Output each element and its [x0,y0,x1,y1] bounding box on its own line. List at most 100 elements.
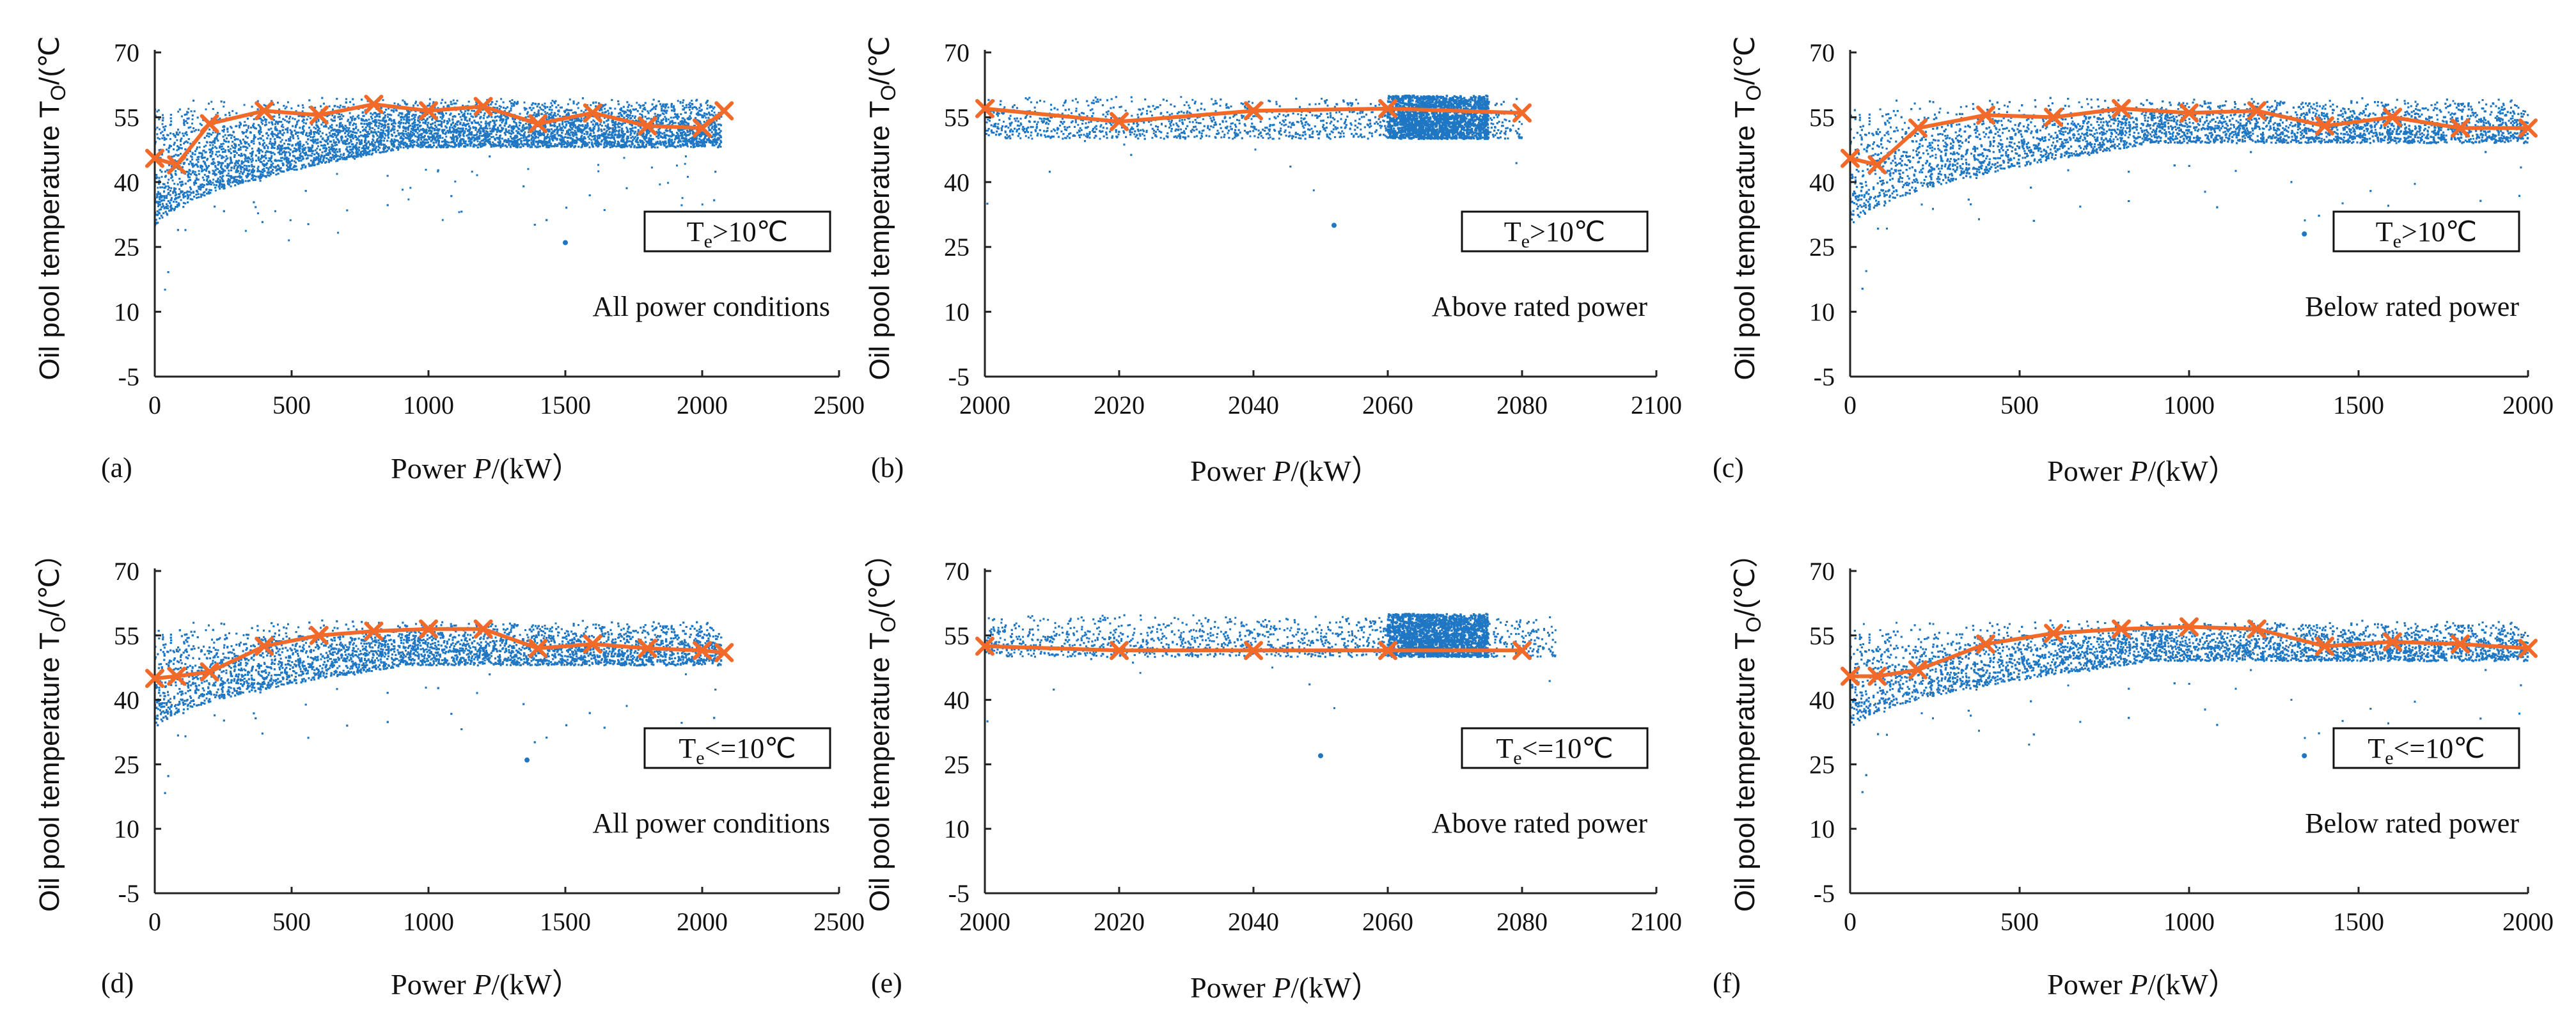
y-tick-label: 70 [114,38,139,67]
x-tick-label: 1000 [403,907,454,936]
x-axis-label: Power P/(kW） [2047,968,2238,1001]
y-tick-label: 10 [114,298,139,327]
x-tick-label: 2000 [2502,907,2554,936]
y-tick-label: 70 [944,557,970,586]
stray-point [1318,753,1323,758]
y-tick-label: -5 [948,879,970,908]
y-tick-label: 10 [114,815,139,843]
y-axis-label: Oil pool temperature TO/(℃） [864,540,900,912]
stray-point [2302,753,2307,758]
y-axis-label: Oil pool temperature TO/(℃ [1729,36,1765,380]
x-tick-label: 0 [148,907,161,936]
x-tick-label: 0 [1844,391,1857,419]
y-tick-label: 10 [944,815,970,843]
y-tick-label: 25 [944,750,970,779]
y-tick-label: -5 [1814,879,1835,908]
condition-label: Below rated power [2305,808,2519,839]
x-tick-label: 2100 [1631,391,1682,419]
x-tick-label: 2040 [1228,907,1279,936]
x-tick-label: 2020 [1094,391,1145,419]
x-tick-label: 500 [272,907,311,936]
stray-point [563,240,568,245]
y-tick-label: 25 [944,233,970,262]
x-tick-label: 0 [148,391,161,419]
y-tick-label: 25 [114,233,139,262]
x-tick-label: 2000 [959,907,1010,936]
x-axis-label: Power P/(kW） [1190,971,1381,1004]
panel-label: (b) [871,452,904,483]
panel-label: (e) [871,967,902,999]
condition-label: All power conditions [592,808,830,839]
y-tick-label: 70 [944,38,970,67]
stray-point [2302,231,2307,237]
y-tick-label: 10 [944,298,970,327]
y-tick-label: 70 [114,557,139,586]
y-tick-label: 55 [114,103,139,132]
x-tick-label: 1500 [540,391,591,419]
y-tick-label: 40 [1809,168,1835,197]
x-tick-label: 2080 [1496,907,1548,936]
y-tick-label: 55 [1809,103,1835,132]
condition-label: Above rated power [1432,808,1648,839]
y-tick-label: 40 [114,168,139,197]
x-tick-label: 500 [272,391,311,419]
y-tick-label: -5 [1814,363,1835,391]
legend-label: Te>10℃ [2376,216,2477,252]
x-tick-label: 2060 [1362,391,1413,419]
condition-label: All power conditions [592,291,830,322]
scatter-points [154,97,723,291]
scatter-points [984,613,1557,723]
y-tick-label: 25 [1809,750,1835,779]
y-tick-label: -5 [948,363,970,391]
x-tick-label: 2020 [1094,907,1145,936]
x-tick-label: 2060 [1362,907,1413,936]
y-axis-label: Oil pool temperature TO/(℃ [34,36,70,380]
condition-label: Below rated power [2305,291,2519,322]
y-tick-label: 70 [1809,38,1835,67]
x-axis-label: Power P/(kW） [391,968,581,1001]
mean-marker [716,103,732,118]
y-tick-label: 55 [944,103,970,132]
y-tick-label: 55 [114,621,139,650]
y-tick-label: 25 [1809,233,1835,262]
scatter-points [1850,97,2529,290]
x-axis-label: Power P/(kW） [1190,455,1381,487]
x-axis-label: Power P/(kW） [2047,455,2238,487]
y-tick-label: 10 [1809,298,1835,327]
x-tick-label: 1000 [2164,391,2215,419]
y-tick-label: 40 [944,686,970,715]
x-tick-label: 1500 [540,907,591,936]
x-tick-label: 2000 [959,391,1010,419]
x-tick-label: 2000 [677,907,728,936]
panel-label: (f) [1713,967,1741,999]
x-tick-label: 500 [2000,907,2039,936]
x-tick-label: 2000 [2502,391,2554,419]
y-tick-label: 55 [1809,621,1835,650]
x-tick-label: 500 [2000,391,2039,419]
y-tick-label: 40 [114,686,139,715]
x-axis-label: Power P/(kW） [391,452,581,485]
y-axis-label: Oil pool temperature TO/(℃） [34,540,70,912]
x-tick-label: 1500 [2333,907,2384,936]
panel-label: (a) [101,452,132,483]
y-axis-label: Oil pool temperature TO/(℃） [1729,540,1765,912]
stray-point [1331,223,1337,228]
y-tick-label: 70 [1809,557,1835,586]
x-tick-label: 2040 [1228,391,1279,419]
x-tick-label: 2500 [813,907,865,936]
mean-line [1850,627,2528,676]
panel-c: -5 10 25 40 55 70 0 500 1000 1500 2000 Te>10℃ Below … [1713,36,2554,487]
legend-label: Te>10℃ [1504,216,1605,252]
x-tick-label: 2500 [813,391,865,419]
stray-point [524,758,530,763]
x-tick-label: 1500 [2333,391,2384,419]
legend-label: Te>10℃ [687,216,788,252]
panel-label: (c) [1713,452,1744,483]
y-tick-label: 55 [944,621,970,650]
y-tick-label: 40 [944,168,970,197]
x-tick-label: 1000 [2164,907,2215,936]
